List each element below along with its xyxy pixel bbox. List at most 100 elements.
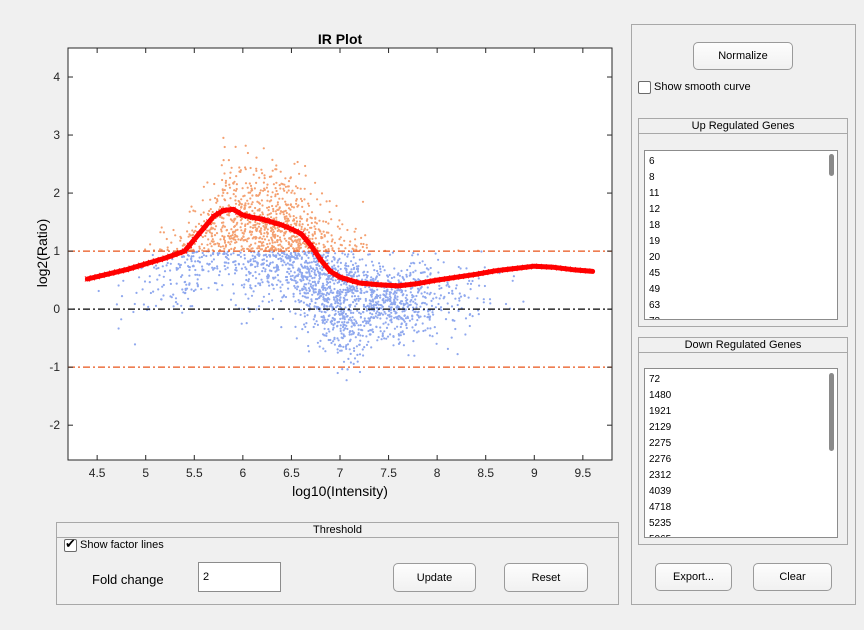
down-gene-item[interactable]: 1921 <box>649 406 672 417</box>
up-gene-item[interactable]: 20 <box>649 252 661 263</box>
scatter-point <box>275 168 278 171</box>
export-button[interactable]: Export... <box>655 563 732 591</box>
scatter-point <box>306 265 309 268</box>
scatter-point <box>310 300 313 303</box>
scatter-point <box>211 238 214 241</box>
up-gene-item[interactable]: 73 <box>649 314 837 319</box>
down-gene-item[interactable]: 5065 <box>649 532 837 537</box>
scatter-point <box>464 333 467 336</box>
scatter-point <box>231 234 234 237</box>
up-gene-item[interactable]: 11 <box>649 188 660 199</box>
clear-button[interactable]: Clear <box>753 563 832 591</box>
up-gene-item[interactable]: 6 <box>649 156 655 167</box>
down-gene-item[interactable]: 2129 <box>649 422 672 433</box>
scatter-point <box>254 235 257 239</box>
scatter-point <box>319 203 322 206</box>
scatter-point <box>257 194 260 197</box>
scatter-point <box>254 226 257 229</box>
scatter-point <box>288 267 291 270</box>
scatter-point <box>194 288 197 291</box>
scatter-point <box>435 342 438 345</box>
scatter-point <box>233 260 236 263</box>
scatter-point <box>324 318 327 321</box>
scatter-point <box>477 277 480 280</box>
scatter-point <box>259 284 262 287</box>
scatter-point <box>316 263 319 266</box>
down-gene-item[interactable]: 2276 <box>649 454 672 465</box>
down-gene-item[interactable]: 2275 <box>649 438 672 449</box>
up-regulated-list[interactable]: 6 8 11 12 18 19 20 45 49 63 73 <box>644 150 838 320</box>
down-gene-item[interactable]: 5235 <box>649 518 672 529</box>
down-gene-item[interactable]: 4718 <box>649 502 672 513</box>
scatter-point <box>255 229 258 233</box>
scatter-point <box>457 265 460 269</box>
scatter-point <box>216 198 219 201</box>
scatter-point <box>333 264 336 267</box>
scatter-point <box>319 290 322 293</box>
scatter-point <box>253 224 256 227</box>
up-gene-item[interactable]: 45 <box>649 268 661 279</box>
up-list-scrollbar[interactable] <box>829 154 834 176</box>
scatter-point <box>218 274 221 277</box>
up-gene-item[interactable]: 8 <box>649 172 655 183</box>
down-gene-item[interactable]: 4039 <box>649 486 672 497</box>
down-gene-item[interactable]: 1480 <box>649 390 672 401</box>
scatter-point <box>323 322 326 325</box>
scatter-point <box>176 302 179 306</box>
show-smooth-curve-checkbox[interactable] <box>638 81 651 94</box>
scatter-point <box>397 306 400 309</box>
down-list-scrollbar[interactable] <box>829 373 834 451</box>
scatter-point <box>347 357 350 360</box>
up-gene-item[interactable]: 12 <box>649 204 661 215</box>
scatter-point <box>240 307 243 311</box>
scatter-point <box>240 284 243 287</box>
scatter-point <box>323 327 326 330</box>
scatter-point <box>361 278 364 281</box>
scatter-point <box>270 269 273 273</box>
down-gene-item[interactable]: 72 <box>649 374 661 385</box>
scatter-point <box>229 171 232 174</box>
scatter-point <box>187 265 191 269</box>
scatter-point <box>420 292 423 295</box>
update-button[interactable]: Update <box>393 563 476 592</box>
scatter-point <box>230 228 233 231</box>
reset-button[interactable]: Reset <box>504 563 588 592</box>
down-gene-item[interactable]: 2312 <box>649 470 672 481</box>
scatter-point <box>300 273 303 276</box>
scatter-point <box>333 241 336 244</box>
scatter-point <box>273 236 276 239</box>
up-gene-item[interactable]: 49 <box>649 284 661 295</box>
scatter-point <box>363 270 366 273</box>
show-factor-lines-checkbox[interactable]: ✔ <box>64 537 77 552</box>
fold-change-input[interactable] <box>198 562 281 592</box>
scatter-point <box>261 237 264 240</box>
scatter-point <box>313 305 316 308</box>
scatter-point <box>272 276 275 279</box>
scatter-point <box>290 278 294 282</box>
scatter-point <box>313 273 316 276</box>
scatter-point <box>281 197 284 200</box>
scatter-point <box>227 213 230 216</box>
down-regulated-list[interactable]: 72 1480 1921 2129 2275 2276 2312 4039 4718 5235 50… <box>644 368 838 538</box>
scatter-point <box>266 213 269 216</box>
scatter-point <box>148 281 151 284</box>
curve-marker <box>342 275 348 282</box>
normalize-button[interactable]: Normalize <box>693 42 793 70</box>
x-tick-label: 5 <box>142 466 149 480</box>
up-gene-item[interactable]: 19 <box>649 236 661 247</box>
scatter-point <box>266 228 269 231</box>
up-gene-item[interactable]: 63 <box>649 300 661 311</box>
scatter-point <box>315 222 318 225</box>
scatter-point <box>397 315 400 318</box>
curve-marker <box>240 212 246 218</box>
scatter-point <box>252 257 255 260</box>
curve-marker <box>293 228 300 235</box>
scatter-point <box>424 263 427 266</box>
scatter-point <box>265 231 269 234</box>
scatter-point <box>327 222 330 225</box>
scatter-point <box>336 298 339 301</box>
scatter-point <box>261 270 264 273</box>
scatter-point <box>260 199 263 202</box>
up-gene-item[interactable]: 18 <box>649 220 661 231</box>
scatter-point <box>366 304 369 308</box>
